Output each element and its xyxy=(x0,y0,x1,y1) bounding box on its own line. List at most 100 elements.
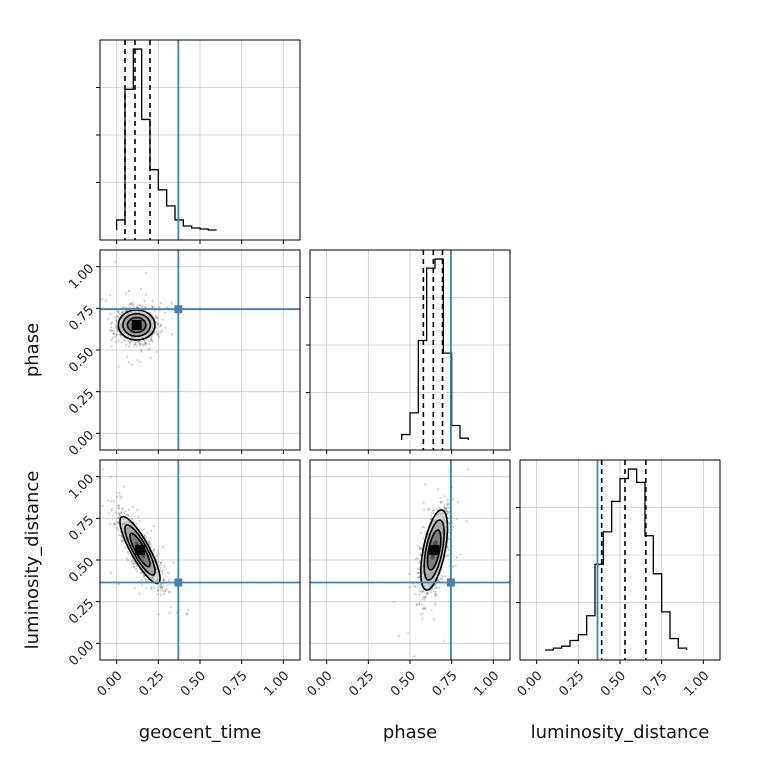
sample-point xyxy=(100,298,103,301)
x-tick-label: 0.50 xyxy=(178,668,209,699)
sample-point xyxy=(446,510,449,513)
sample-point xyxy=(434,592,437,596)
sample-point xyxy=(128,342,131,345)
y-tick-label: 0.75 xyxy=(66,303,97,334)
sample-point xyxy=(419,613,422,616)
sample-point xyxy=(424,596,427,599)
sample-point xyxy=(437,579,440,583)
panel-luminosity_distance-hist: 0.00 0.25 0.50 0.75 1.00 xyxy=(515,459,721,700)
sample-point xyxy=(455,556,459,559)
panel-geocent_time-hist xyxy=(96,39,301,244)
sample-point xyxy=(106,499,110,502)
sample-point xyxy=(165,588,168,591)
sample-point xyxy=(116,316,119,319)
sample-point xyxy=(149,529,153,532)
sample-point xyxy=(129,303,132,306)
sample-point xyxy=(407,631,410,634)
sample-point xyxy=(158,325,162,328)
sample-point xyxy=(124,292,128,295)
sample-point xyxy=(417,545,420,548)
sample-point xyxy=(158,305,161,309)
y-tick-label: 0.75 xyxy=(66,513,97,544)
sample-point xyxy=(143,339,146,342)
sample-point xyxy=(440,577,444,580)
sample-point xyxy=(117,516,121,519)
x-tick-label: 0.75 xyxy=(640,668,671,699)
sample-point xyxy=(465,520,468,523)
sample-point xyxy=(140,305,143,309)
density-peak xyxy=(429,545,440,555)
sample-point xyxy=(170,302,173,305)
x-axis-label-luminosity_distance: luminosity_distance xyxy=(531,722,710,743)
sample-point xyxy=(122,485,125,488)
sample-point xyxy=(138,304,141,307)
sample-point xyxy=(168,591,171,594)
sample-point xyxy=(149,356,152,359)
sample-point xyxy=(131,505,134,508)
sample-point xyxy=(448,537,451,541)
sample-point xyxy=(446,502,449,505)
sample-point xyxy=(185,613,188,616)
sample-point xyxy=(436,508,439,511)
sample-point xyxy=(153,525,156,528)
sample-point xyxy=(119,335,123,338)
sample-point xyxy=(445,507,449,510)
sample-point xyxy=(114,511,117,514)
sample-point xyxy=(430,608,433,612)
sample-point xyxy=(466,468,469,471)
sample-point xyxy=(128,341,131,344)
sample-point xyxy=(161,578,165,581)
sample-point xyxy=(115,333,118,336)
sample-point xyxy=(439,577,442,581)
sample-point xyxy=(133,587,136,590)
sample-point xyxy=(128,303,131,306)
sample-point xyxy=(448,517,451,520)
sample-point xyxy=(434,593,437,596)
histogram-step xyxy=(401,258,469,440)
sample-point xyxy=(186,609,190,612)
y-axis-label-phase: phase xyxy=(22,323,43,377)
sample-point xyxy=(421,525,424,529)
sample-point xyxy=(153,332,156,335)
sample-point xyxy=(133,565,136,568)
sample-point xyxy=(109,294,112,297)
sample-point xyxy=(138,519,141,522)
sample-point xyxy=(423,598,426,601)
sample-point xyxy=(117,339,120,342)
sample-point xyxy=(162,545,165,549)
sample-point xyxy=(414,558,417,561)
sample-point xyxy=(172,561,175,564)
sample-point xyxy=(156,588,159,592)
sample-point xyxy=(120,311,123,315)
sample-point xyxy=(136,341,139,344)
sample-point xyxy=(416,557,419,560)
sample-point xyxy=(115,495,118,498)
sample-point xyxy=(112,500,115,503)
plot-area xyxy=(310,460,510,660)
sample-point xyxy=(171,333,174,336)
sample-point xyxy=(155,333,158,336)
sample-point xyxy=(110,330,113,333)
x-axis-label-geocent_time: geocent_time xyxy=(139,722,262,743)
sample-point xyxy=(170,300,173,303)
sample-point xyxy=(408,586,411,589)
sample-point xyxy=(452,565,455,568)
sample-point xyxy=(434,590,438,593)
sample-point xyxy=(127,345,131,348)
sample-point xyxy=(159,324,163,327)
sample-point xyxy=(126,355,129,358)
sample-point xyxy=(421,590,424,593)
sample-point xyxy=(118,534,121,537)
sample-point xyxy=(148,540,151,544)
sample-point xyxy=(142,576,145,579)
sample-point xyxy=(420,546,423,549)
sample-point xyxy=(131,301,134,304)
sample-point xyxy=(133,343,137,346)
truth-marker xyxy=(174,305,183,314)
sample-point xyxy=(164,589,167,592)
sample-point xyxy=(116,516,119,519)
sample-point xyxy=(112,332,115,335)
sample-point xyxy=(162,592,166,595)
sample-point xyxy=(135,344,138,347)
